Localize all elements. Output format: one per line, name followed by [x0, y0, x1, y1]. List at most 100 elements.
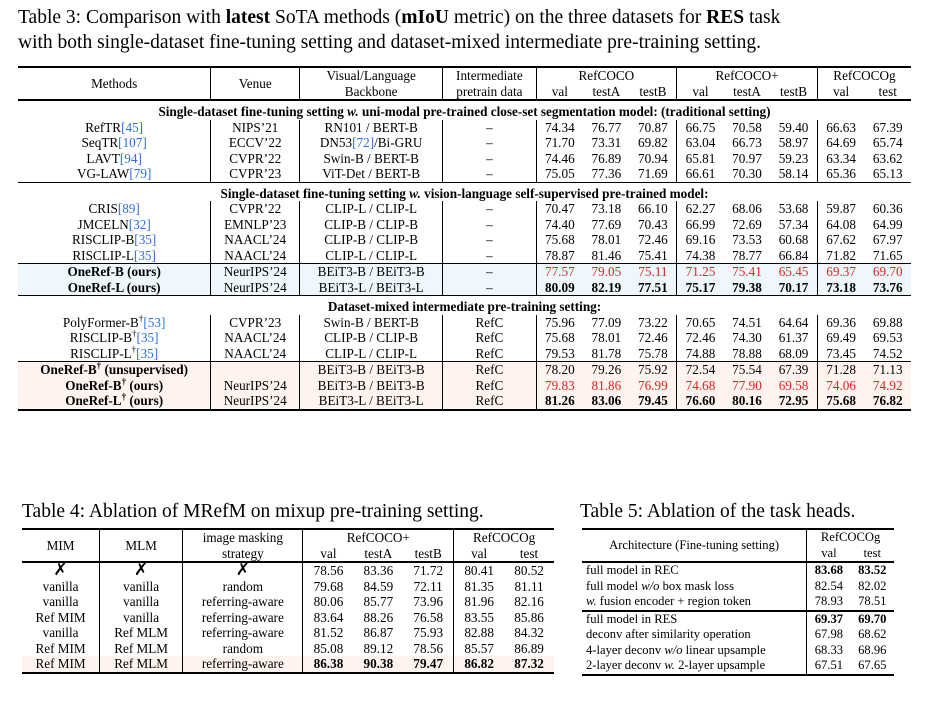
value-cell: 64.64: [770, 314, 818, 330]
table5-caption: Table 5: Ablation of the task heads.: [580, 501, 856, 522]
backbone-cell: CLIP-L / CLIP-L: [299, 345, 444, 362]
value-cell: 78.56: [403, 640, 455, 656]
value-cell: 75.93: [403, 625, 455, 641]
venue-cell: ECCV’22: [210, 135, 301, 151]
value-cell: 85.86: [514, 609, 544, 625]
value-cell: 74.92: [864, 377, 911, 393]
section-row: Single-dataset fine-tuning setting w. vi…: [18, 182, 911, 201]
value-cell: 75.78: [629, 345, 678, 362]
value-cell: 70.30: [732, 166, 762, 181]
method-name: JMCELN: [77, 216, 129, 232]
value-cell: 87.32: [514, 656, 544, 671]
subheader-val: val: [551, 83, 568, 99]
value-cell: 69.53: [872, 330, 903, 345]
value-cell: 75.17: [676, 279, 724, 296]
table3-caption: Table 3: Comparison with latest SoTA met…: [18, 7, 781, 28]
value-cell: 79.05: [583, 263, 630, 280]
pretrain-cell: RefC: [442, 393, 537, 410]
value-cell: 75.96: [544, 314, 575, 330]
architecture-text: full model in RES: [586, 611, 678, 626]
backbone-cell: CLIP-L / CLIP-L: [299, 201, 444, 217]
table-row: RISCLIP-L[35] NAACL’24 CLIP-L / CLIP-L –78.…: [18, 247, 911, 264]
table4: MIM MLM image masking RefCOCO+ RefCOCOg …: [22, 528, 554, 674]
table3-caption-line2: with both single-dataset fine-tuning set…: [18, 32, 761, 53]
citation-link[interactable]: [35]: [134, 232, 157, 247]
value-cell: 69.70: [858, 611, 887, 626]
pretrain-cell: –: [442, 247, 537, 264]
venue-cell: NIPS’21: [210, 119, 301, 135]
value-cell: 84.32: [514, 625, 544, 640]
citation-link[interactable]: [89]: [117, 201, 140, 216]
architecture-cell: 2-layer deconv w. 2-layer upsample: [582, 658, 808, 675]
value-cell: 66.63: [826, 119, 856, 135]
citation-link[interactable]: [72]: [352, 135, 375, 150]
section-row-1: Single-dataset fine-tuning setting w. un…: [158, 104, 771, 119]
backbone-cell: RN101 / BERT-B: [299, 119, 444, 135]
value-cell: 74.34: [544, 119, 575, 135]
backbone-cell: BEiT3-L / BEiT3-L: [299, 279, 444, 296]
pretrain-cell: –: [442, 216, 537, 232]
citation-link[interactable]: [107]: [118, 135, 147, 150]
value-cell: 79.47: [403, 656, 455, 673]
value-cell: 65.45: [770, 263, 818, 280]
value-cell: 68.06: [732, 201, 762, 216]
value-cell: 78.87: [544, 247, 575, 263]
value-cell: 73.45: [826, 345, 856, 361]
mlm-cell: Ref MLM: [99, 656, 184, 673]
value-cell: 75.41: [629, 247, 678, 264]
citation-link[interactable]: [45]: [121, 119, 144, 135]
value-cell: 72.46: [629, 330, 678, 346]
value-cell: 69.49: [826, 330, 856, 345]
mim-cell: ✗: [22, 562, 101, 579]
value-cell: 69.36: [826, 314, 856, 330]
method-name: OneRef-B (ours): [67, 264, 161, 279]
value-cell: 83.55: [464, 609, 494, 625]
architecture-text: full model in REC: [586, 563, 679, 577]
citation-link[interactable]: [35]: [136, 345, 159, 361]
value-cell: 72.69: [732, 216, 762, 232]
mim-cell: vanilla: [22, 625, 101, 641]
value-cell: 67.39: [872, 119, 903, 135]
pretrain-cell: RefC: [442, 345, 537, 362]
method-name: LAVT: [86, 150, 120, 166]
citation-link[interactable]: [35]: [136, 330, 159, 345]
citation-link[interactable]: [53]: [143, 314, 166, 330]
col-pretrain-header-2: pretrain data: [442, 83, 537, 100]
st-cell: referring-aware: [182, 594, 304, 610]
backbone-text: /Bi-GRU: [374, 135, 423, 150]
value-cell: 65.13: [872, 166, 903, 181]
value-cell: 83.68: [814, 563, 844, 577]
citation-link[interactable]: [35]: [133, 247, 156, 263]
subheader-test: test: [878, 83, 897, 99]
backbone-text: CLIP-L / CLIP-L: [325, 345, 418, 361]
pretrain-cell: –: [442, 166, 537, 182]
venue-cell: EMNLP’23: [210, 216, 301, 232]
citation-link[interactable]: [32]: [128, 216, 151, 232]
method-name: RISCLIP-L: [72, 247, 134, 263]
citation-link[interactable]: [79]: [129, 166, 152, 181]
value-cell: 79.53: [544, 345, 575, 361]
table-row: SeqTR[107] ECCV’22 DN53[72]/Bi-GRU –71.70 73…: [18, 135, 911, 151]
col-strategy-header: image masking: [182, 529, 304, 546]
col-strategy-header-2: strategy: [182, 545, 304, 562]
table-row: RISCLIP-L†[35] NAACL’24 CLIP-L / CLIP-L Ref…: [18, 345, 911, 362]
mlm-cell: vanilla: [99, 578, 184, 594]
value-cell: 64.69: [826, 135, 856, 150]
value-cell: 88.26: [363, 609, 394, 625]
citation-link[interactable]: [94]: [119, 150, 142, 166]
architecture-text: w.: [586, 594, 597, 608]
table-row: OneRef-B (ours) NeurIPS’24 BEiT3-B / BEiT3…: [18, 263, 911, 280]
architecture-cell: deconv after similarity operation: [582, 627, 808, 643]
method-name: PolyFormer-B: [62, 314, 139, 330]
value-cell: 74.06: [817, 377, 865, 393]
col-backbone-header-2: Backbone: [299, 83, 444, 100]
value-cell: 69.70: [864, 263, 911, 280]
value-cell: 76.77: [591, 119, 622, 135]
value-cell: 62.27: [685, 201, 716, 216]
architecture-text: deconv after similarity operation: [586, 627, 751, 641]
value-cell: 78.88: [732, 345, 762, 361]
method-name-cell: VG-LAW[79]: [18, 166, 212, 182]
table-row: vanilla vanilla random 79.68 84.59 72.11 81.35…: [22, 578, 554, 594]
value-cell: 76.60: [676, 393, 724, 410]
value-cell: 69.88: [872, 314, 903, 330]
